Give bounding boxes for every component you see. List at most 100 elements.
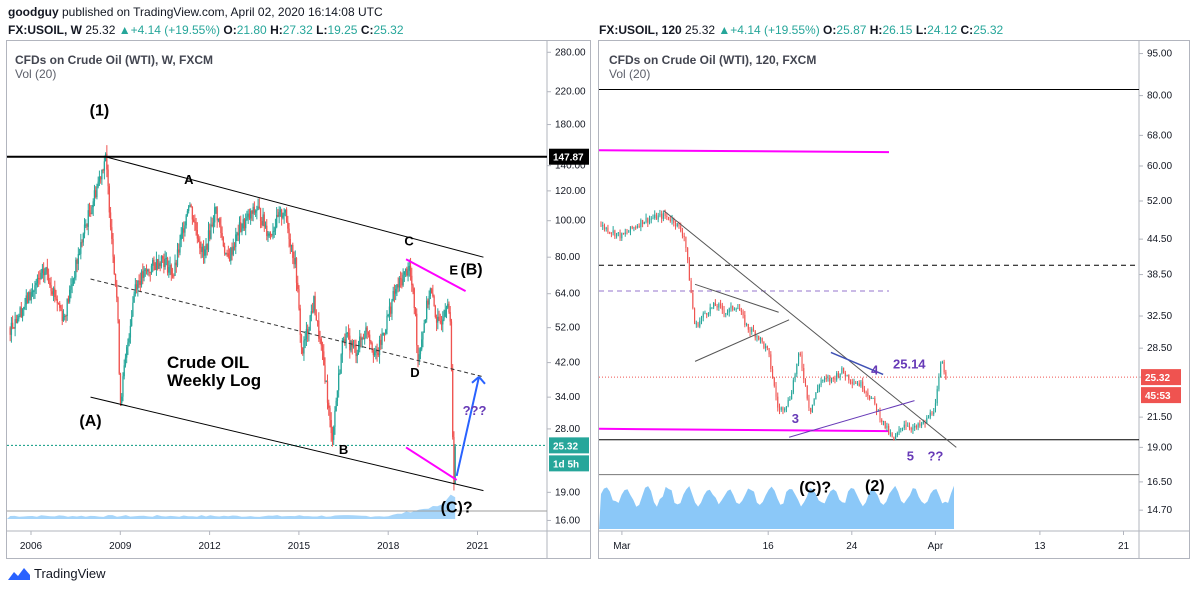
weekly-chart-panel[interactable]: 280.00 220.00 180.00 140.00 120.00 100.00 80.0… — [6, 40, 591, 559]
candle — [417, 345, 419, 368]
candle — [888, 423, 890, 436]
candle-body — [88, 210, 91, 213]
candle — [758, 335, 760, 341]
intraday-volume-indicator[interactable]: Vol (20) — [609, 67, 651, 81]
up-triangle-icon: ▲ — [718, 23, 731, 37]
candle-body — [240, 222, 242, 233]
candle-body — [238, 222, 241, 236]
y-tick-label: 16.00 — [555, 515, 580, 526]
candle-body — [612, 230, 614, 234]
candle — [126, 344, 128, 364]
annotation-title-line-2: Weekly Log — [167, 371, 261, 390]
candle-body — [692, 292, 694, 309]
candle-body — [730, 305, 732, 309]
candle-body — [41, 268, 44, 273]
candle-body — [377, 352, 379, 356]
left-symbol[interactable]: FX:USOIL, W — [8, 23, 82, 37]
intraday-chart-title[interactable]: CFDs on Crude Oil (WTI), 120, FXCM — [609, 53, 817, 67]
tradingview-branding[interactable]: TradingView — [8, 566, 106, 581]
candle-body — [148, 269, 150, 272]
x-tick-label: 2006 — [20, 541, 43, 552]
right-symbol[interactable]: FX:USOIL, 120 — [599, 23, 682, 37]
candle-body — [368, 334, 371, 341]
candle-body — [927, 417, 930, 419]
candle — [730, 302, 732, 312]
countdown-label: 1d 5h — [553, 459, 579, 470]
candle-body — [848, 374, 850, 381]
x-tick-label: 2021 — [466, 541, 489, 552]
candle-body — [407, 270, 409, 276]
candle — [622, 232, 625, 235]
candle — [869, 395, 871, 401]
candle — [642, 219, 644, 228]
candle — [782, 406, 784, 415]
candle-body — [246, 216, 248, 220]
candle-body — [746, 324, 748, 326]
candle-body — [448, 303, 450, 313]
weekly-volume-indicator[interactable]: Vol (20) — [15, 67, 57, 81]
candle-body — [426, 300, 428, 320]
candle-body — [209, 230, 211, 239]
candle — [870, 396, 872, 400]
candle — [435, 314, 438, 332]
candle-body — [258, 206, 260, 208]
candle-body — [735, 308, 737, 310]
candle — [107, 164, 109, 195]
candle-body — [31, 291, 34, 293]
candle — [756, 334, 758, 342]
candle-body — [207, 230, 210, 250]
candle-body — [55, 297, 57, 300]
candle — [127, 338, 129, 356]
candle — [862, 377, 864, 393]
candle — [836, 371, 838, 382]
intraday-chart-panel[interactable]: 95.00 80.00 68.00 60.00 52.00 44.50 38.50 32.50… — [598, 40, 1190, 559]
candle — [856, 380, 859, 386]
candle-body — [14, 319, 16, 329]
candle — [681, 227, 683, 239]
candle — [254, 209, 257, 217]
candle — [302, 347, 304, 356]
candle — [47, 268, 50, 284]
candle — [787, 397, 789, 408]
wave-label: 5 — [907, 449, 914, 464]
candle — [93, 184, 96, 207]
candle — [165, 252, 168, 266]
candle — [397, 277, 399, 293]
weekly-chart-title[interactable]: CFDs on Crude Oil (WTI), W, FXCM — [15, 53, 213, 67]
candle — [723, 305, 725, 318]
candle-body — [713, 302, 715, 308]
candle — [843, 367, 845, 374]
candle-body — [279, 209, 282, 213]
candle-body — [278, 212, 280, 217]
candle — [163, 253, 165, 274]
candle — [245, 213, 247, 236]
candle-body — [45, 267, 47, 272]
candle — [371, 341, 373, 353]
candle-body — [393, 291, 396, 294]
magenta-bottom-line — [405, 446, 458, 481]
candle — [294, 250, 296, 269]
candle — [929, 409, 931, 420]
candle — [304, 331, 306, 349]
candle-body — [406, 268, 408, 276]
candle — [910, 426, 912, 433]
candle-body — [150, 265, 153, 273]
candle-body — [718, 303, 720, 308]
candle — [166, 256, 169, 276]
publisher-name[interactable]: goodguy — [8, 5, 59, 19]
candle-body — [305, 328, 308, 340]
candle-body — [896, 432, 898, 436]
candle-body — [243, 219, 246, 229]
candle-body — [785, 406, 787, 409]
right-change: +4.14 (+19.55%) — [730, 23, 820, 37]
candle — [704, 310, 706, 315]
candle — [192, 215, 195, 223]
candle — [71, 276, 73, 294]
weekly-chart-svg[interactable]: 280.00 220.00 180.00 140.00 120.00 100.00 80.0… — [7, 41, 591, 559]
candle-body — [277, 214, 279, 217]
candle-body — [153, 259, 155, 264]
candle — [267, 230, 269, 243]
candle-body — [228, 256, 231, 261]
candle-body — [340, 354, 342, 374]
intraday-chart-svg[interactable]: 95.00 80.00 68.00 60.00 52.00 44.50 38.50 32.50… — [599, 41, 1190, 559]
